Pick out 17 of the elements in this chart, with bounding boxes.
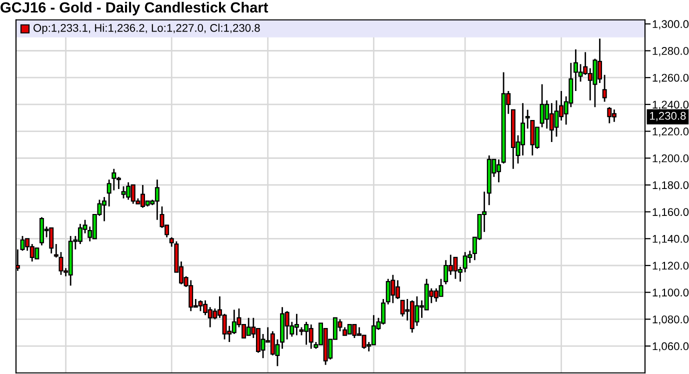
y-tick-label: 1,140.0 [652,234,689,244]
candlestick [602,74,607,102]
y-tick-label: 1,200.0 [652,154,689,164]
y-tick-label: 1,180.0 [652,181,689,190]
y-tick-label: 1,080.0 [652,315,689,325]
y-tick-label: 1,240.0 [652,100,689,110]
text: 1,230.8 [650,112,686,122]
y-tick-label: 1,100.0 [652,288,689,298]
annotation: Op:1,233.1, Hi:1,236.2, Lo:1,227.0, Cl:1,230.8 [34,24,260,34]
y-tick-label: 1,160.0 [652,208,689,218]
y-tick-label: 1,260.0 [652,74,689,84]
y-tick-label: 1,280.0 [652,47,689,56]
chart-title: GCJ16 - Gold - Daily Candlestick Chart [0,2,268,16]
y-tick-label: 1,300.0 [652,20,689,30]
y-tick-label: 1,060.0 [652,342,689,352]
y-tick-label: 1,220.0 [652,128,689,137]
y-tick-label: 1,120.0 [652,262,689,271]
